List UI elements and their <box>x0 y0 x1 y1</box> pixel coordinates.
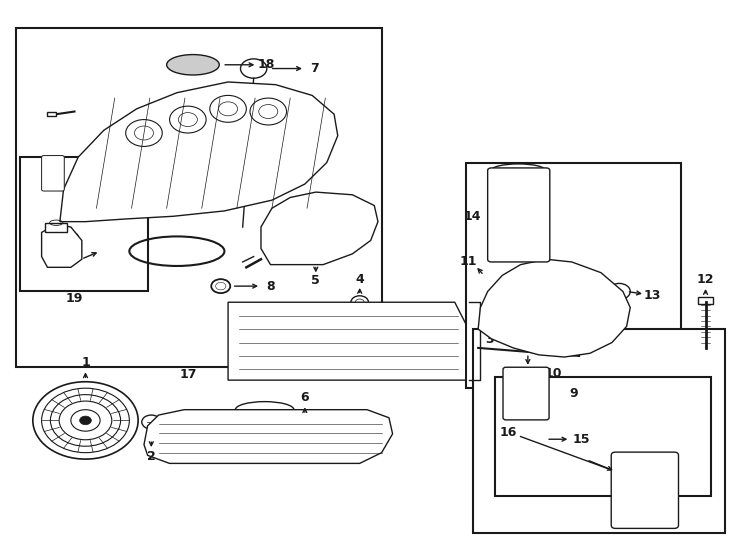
Polygon shape <box>60 82 338 221</box>
Polygon shape <box>144 410 393 463</box>
Bar <box>20 157 148 292</box>
Bar <box>16 28 382 367</box>
FancyBboxPatch shape <box>487 168 550 262</box>
FancyBboxPatch shape <box>611 452 678 529</box>
Text: 10: 10 <box>545 367 562 380</box>
Bar <box>495 377 711 496</box>
Text: 2: 2 <box>147 450 156 463</box>
Text: 8: 8 <box>266 280 275 293</box>
FancyBboxPatch shape <box>42 156 65 191</box>
Text: 12: 12 <box>697 273 714 286</box>
Polygon shape <box>478 259 631 357</box>
Text: 16: 16 <box>499 426 517 438</box>
FancyBboxPatch shape <box>503 367 549 420</box>
Bar <box>465 163 681 388</box>
Text: 18: 18 <box>258 58 275 71</box>
Text: 19: 19 <box>66 292 83 305</box>
Bar <box>698 298 713 304</box>
Text: 15: 15 <box>573 433 590 446</box>
Polygon shape <box>228 302 465 380</box>
Text: 3: 3 <box>485 333 494 346</box>
Text: 13: 13 <box>644 289 661 302</box>
Text: 5: 5 <box>311 274 320 287</box>
Text: 1: 1 <box>81 356 90 369</box>
Text: 11: 11 <box>459 255 476 268</box>
Circle shape <box>79 416 91 425</box>
Polygon shape <box>261 192 378 265</box>
Text: 14: 14 <box>464 210 481 223</box>
Text: 7: 7 <box>310 62 319 75</box>
Bar <box>46 222 68 232</box>
Text: 20: 20 <box>62 232 79 245</box>
Text: 9: 9 <box>569 387 578 400</box>
Bar <box>473 329 725 533</box>
Text: 6: 6 <box>300 392 309 404</box>
Bar <box>47 112 57 116</box>
Text: 4: 4 <box>355 273 364 286</box>
Ellipse shape <box>167 55 219 75</box>
Text: 17: 17 <box>179 368 197 381</box>
Polygon shape <box>42 224 81 267</box>
